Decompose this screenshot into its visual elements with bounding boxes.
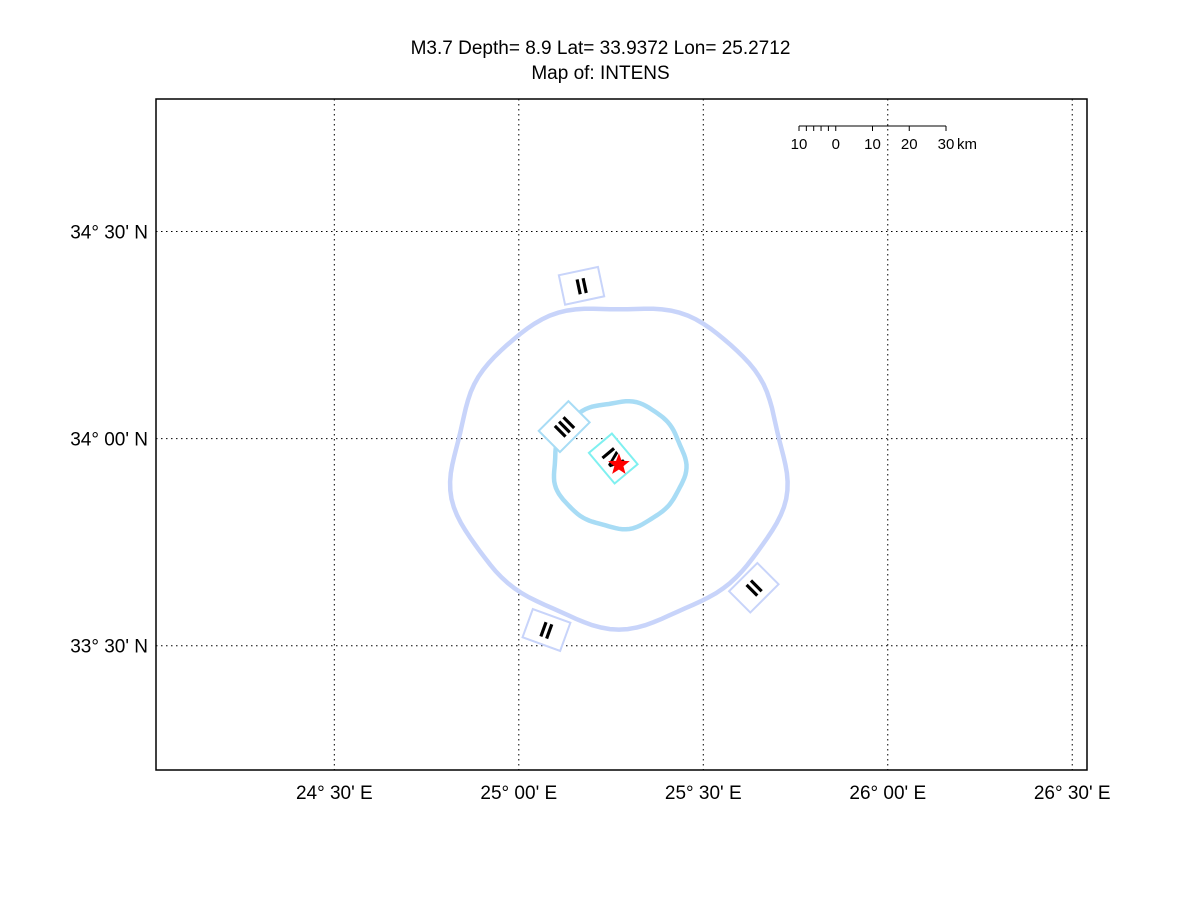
scale-bar-label: 10	[791, 136, 808, 153]
intensity-contour-iii	[551, 398, 689, 532]
intensity-label-box	[727, 561, 780, 614]
epicenter-star-icon	[608, 453, 630, 474]
intensity-label-box	[557, 265, 606, 306]
lon-tick-label: 26° 30' E	[1034, 783, 1111, 804]
lon-tick-label: 25° 00' E	[480, 783, 557, 804]
lat-tick-label: 33° 30' N	[70, 637, 148, 658]
intensity-label: II	[727, 561, 780, 614]
scale-bar: 10 0 10 20 30 km	[791, 125, 977, 153]
map-title: M3.7 Depth= 8.9 Lat= 33.9372 Lon= 25.271…	[410, 38, 791, 59]
map-frame	[155, 98, 1088, 771]
intensity-contour-ii	[447, 306, 790, 632]
map-grid	[156, 99, 1087, 770]
intensity-label: III	[537, 399, 592, 454]
lon-tick-label: 24° 30' E	[296, 783, 373, 804]
scale-bar-label: 30	[938, 136, 955, 153]
intensity-label-box	[587, 432, 640, 485]
intensity-label-box	[537, 399, 592, 454]
intensity-label: II	[521, 607, 572, 653]
map-subtitle: Map of: INTENS	[531, 63, 670, 84]
scale-bar-label: 20	[901, 136, 918, 153]
intensity-label-text: II	[573, 273, 590, 300]
scale-bar-label: 0	[832, 136, 840, 153]
lon-tick-label: 25° 30' E	[665, 783, 742, 804]
lat-tick-label: 34° 00' N	[70, 430, 148, 451]
epicenter-marker	[608, 453, 630, 474]
scale-bar-label: 10	[864, 136, 881, 153]
intensity-label: IV	[587, 432, 640, 485]
lon-tick-label: 26° 00' E	[849, 783, 926, 804]
scale-bar-unit: km	[957, 136, 977, 153]
lat-tick-label: 34° 30' N	[70, 223, 148, 244]
intensity-label-box	[521, 607, 572, 653]
map-axes: 24° 30' E 25° 00' E 25° 30' E 26° 00' E 26° …	[70, 98, 1111, 804]
intensity-label: II	[557, 265, 606, 306]
